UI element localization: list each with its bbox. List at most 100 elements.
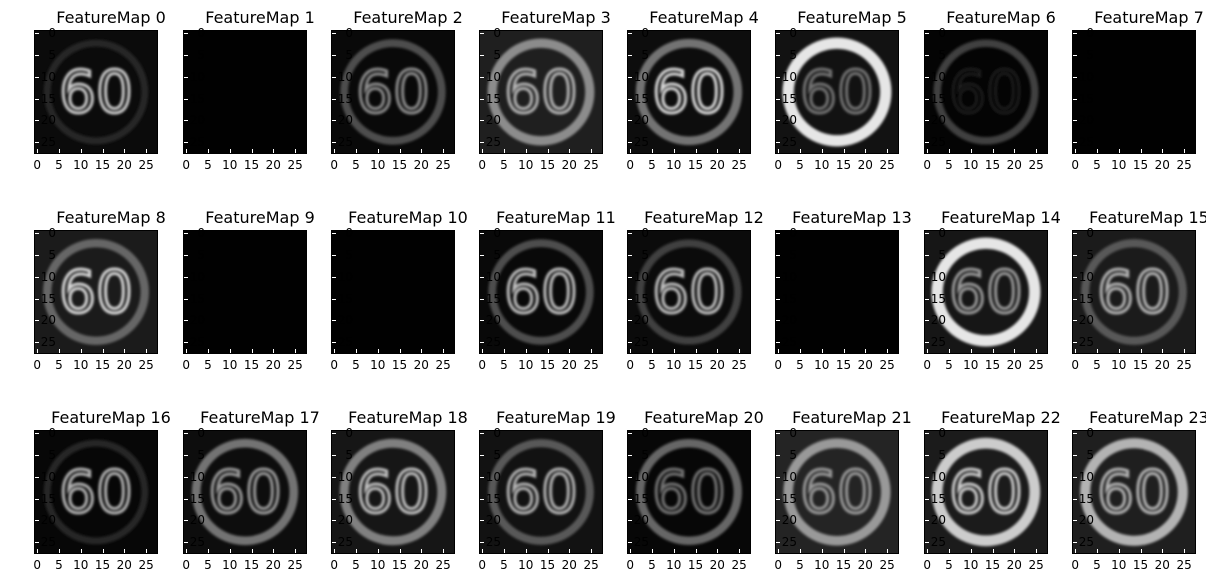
panel-title: FeatureMap 3 [501,8,611,27]
x-tick-label: 0 [1071,558,1079,572]
y-tick-label: 25 [633,135,649,150]
x-tick-label: 5 [204,158,212,172]
y-tick-label: 0 [493,26,501,41]
feature-map-image: 60 [479,230,603,354]
y-tick-label: 10 [189,269,205,284]
x-tick-label: 25 [1176,158,1192,172]
y-tick-label: 15 [930,491,946,506]
y-tick-label: 25 [40,135,56,150]
y-tick-label: 0 [48,426,56,441]
x-tick-label: 10 [814,158,830,172]
x-tick-label: 20 [116,358,132,372]
y-tick-label: 20 [930,313,946,328]
feature-map-panel: FeatureMap 15 60 0 5 10 15 20 25 0 5 10 15 20 25 [1071,200,1206,385]
x-tick-label: 0 [626,158,634,172]
x-tick-label: 25 [1028,358,1044,372]
x-tick-label: 0 [923,358,931,372]
x-tick-label: 10 [814,558,830,572]
x-tick-label: 15 [835,158,852,172]
x-tick-label: 25 [138,158,154,172]
x-tick-label: 5 [500,558,508,572]
feature-map-panel: FeatureMap 6 60 0 5 10 15 20 25 0 5 10 15 20 25 [923,0,1074,185]
x-tick-label: 20 [1154,558,1170,572]
y-tick-label: 20 [189,313,205,328]
x-tick-label: 15 [835,558,852,572]
x-tick-label: 5 [352,158,360,172]
y-tick-label: 0 [1086,26,1094,41]
x-tick-label: 10 [222,358,238,372]
feature-map-panel: FeatureMap 21 60 0 5 10 15 20 25 0 5 10 15 20 25 [774,400,925,585]
x-tick-label: 25 [435,358,451,372]
x-tick-label: 0 [182,558,190,572]
x-tick-label: 15 [391,558,408,572]
y-tick-label: 20 [1078,313,1094,328]
y-tick-label: 20 [1078,113,1094,128]
y-tick-label: 5 [48,247,56,262]
feature-map-panel: FeatureMap 2 60 0 5 10 15 20 25 0 5 10 15 20 25 [330,0,481,185]
y-tick-label: 10 [485,469,501,484]
x-tick-label: 20 [709,158,725,172]
y-tick-label: 0 [789,26,797,41]
x-tick-label: 25 [138,558,154,572]
y-tick-label: 5 [641,447,649,462]
y-tick-label: 0 [345,226,353,241]
feature-map-panel: FeatureMap 11 60 0 5 10 15 20 25 0 5 10 15 20 25 [478,200,629,385]
x-tick-label: 25 [879,358,895,372]
y-tick-label: 5 [1086,447,1094,462]
feature-map-panel: FeatureMap 8 60 0 5 10 15 20 25 0 5 10 15 20 25 [33,200,184,385]
svg-text:60: 60 [356,58,430,126]
y-tick-label: 25 [1078,135,1094,150]
feature-map-image: 60 [627,430,751,554]
y-tick-label: 25 [337,135,353,150]
x-tick-label: 25 [731,558,747,572]
panel-title: FeatureMap 0 [56,8,166,27]
svg-text:60: 60 [1097,458,1171,526]
y-tick-label: 5 [345,247,353,262]
x-tick-label: 5 [648,558,656,572]
feature-map-image: 60 [924,230,1048,354]
y-tick-label: 10 [633,69,649,84]
x-tick-label: 15 [391,358,408,372]
y-tick-label: 20 [189,113,205,128]
y-tick-label: 25 [1078,535,1094,550]
feature-map-panel: FeatureMap 22 60 0 5 10 15 20 25 0 5 10 15 20 25 [923,400,1074,585]
x-tick-label: 10 [963,358,979,372]
y-tick-label: 20 [633,513,649,528]
x-tick-label: 25 [1028,158,1044,172]
x-tick-label: 20 [709,358,725,372]
y-tick-label: 5 [48,447,56,462]
y-tick-label: 20 [781,113,797,128]
x-tick-label: 10 [222,158,238,172]
x-tick-label: 15 [687,558,704,572]
y-tick-label: 10 [781,269,797,284]
svg-text:60: 60 [504,258,578,326]
y-tick-label: 20 [40,113,56,128]
x-tick-label: 15 [835,358,852,372]
feature-map-panel: FeatureMap 19 60 0 5 10 15 20 25 0 5 10 15 20 25 [478,400,629,585]
y-tick-label: 10 [40,469,56,484]
y-tick-label: 10 [1078,269,1094,284]
y-tick-label: 25 [40,535,56,550]
y-tick-label: 0 [197,426,205,441]
x-tick-label: 10 [666,558,682,572]
feature-map-image: 60 [34,30,158,154]
y-tick-label: 20 [930,113,946,128]
y-tick-label: 5 [197,247,205,262]
x-tick-label: 25 [731,158,747,172]
y-tick-label: 10 [337,269,353,284]
panel-title: FeatureMap 4 [649,8,759,27]
x-tick-label: 10 [222,558,238,572]
y-tick-label: 10 [40,269,56,284]
x-tick-label: 20 [1154,158,1170,172]
y-tick-label: 20 [781,313,797,328]
panel-title: FeatureMap 20 [644,408,764,427]
feature-map-panel: FeatureMap 4 60 0 5 10 15 20 25 0 5 10 15 20 25 [626,0,777,185]
y-tick-label: 20 [337,513,353,528]
x-tick-label: 20 [1006,358,1022,372]
x-tick-label: 5 [500,158,508,172]
panel-title: FeatureMap 21 [792,408,912,427]
y-tick-label: 0 [345,426,353,441]
svg-text:60: 60 [949,458,1023,526]
x-tick-label: 5 [500,358,508,372]
y-tick-label: 5 [789,47,797,62]
